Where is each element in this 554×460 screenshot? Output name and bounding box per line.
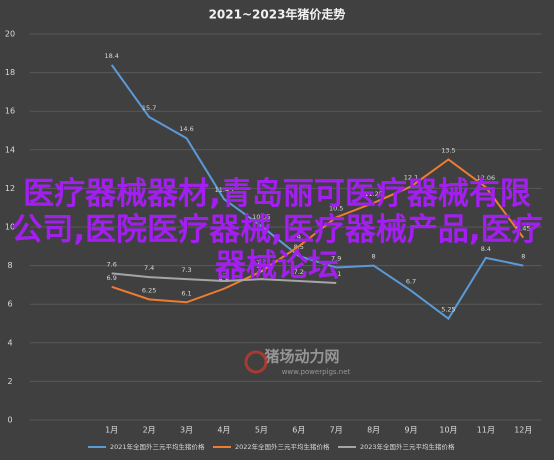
y-tick-label: 18 (5, 68, 15, 77)
legend-label: 2021年全国外三元平均生猪价格 (110, 442, 205, 451)
data-label: 11.45 (215, 186, 234, 194)
y-tick-label: 4 (7, 338, 12, 347)
y-tick-label: 6 (7, 300, 12, 309)
y-tick-label: 12 (5, 184, 15, 193)
x-tick-label: 4月 (217, 426, 230, 435)
data-label: 7.7 (256, 258, 266, 266)
x-tick-label: 2月 (143, 426, 156, 435)
series-line (111, 158, 525, 304)
logo-icon (244, 350, 268, 374)
legend-label: 2023年全国外三元平均生猪价格 (360, 442, 455, 451)
data-label: 8.4 (481, 245, 491, 253)
data-label: 14.6 (179, 125, 193, 133)
data-label: 12.06 (477, 174, 496, 182)
logo-url: www.powerpigs.net (282, 368, 351, 376)
x-tick-label: 5月 (255, 426, 268, 435)
x-tick-label: 11月 (477, 426, 495, 435)
chart-title: 2021~2023年猪价走势 (209, 7, 346, 22)
data-label: 9.45 (516, 225, 530, 233)
data-label: 11.25 (364, 190, 383, 198)
x-tick-label: 8月 (367, 426, 380, 435)
series-line (110, 64, 524, 321)
y-tick-label: 14 (5, 145, 15, 154)
y-tick-label: 20 (5, 30, 15, 39)
x-tick-label: 3月 (180, 426, 193, 435)
data-label: 12.1 (404, 173, 418, 181)
y-tick-label: 10 (5, 223, 15, 232)
x-tick-label: 6月 (292, 426, 305, 435)
data-label: 7.3 (181, 266, 191, 274)
series-line (111, 272, 337, 284)
data-label: 7.2 (219, 268, 229, 276)
y-tick-label: 0 (7, 416, 12, 425)
x-tick-label: 12月 (514, 426, 532, 435)
watermark: 医疗器械器材,青岛丽可医疗器械有限公司,医院医疗器械,医疗器械产品,医疗器械论坛 (11, 176, 543, 284)
data-label: 7.3 (256, 266, 266, 274)
data-label: 10.05 (252, 213, 271, 221)
y-tick-label: 8 (7, 261, 12, 270)
y-tick-label: 2 (7, 377, 12, 386)
logo: 猪场动力网 (263, 348, 339, 366)
data-label: 7.6 (107, 260, 117, 268)
y-tick-label: 16 (5, 107, 15, 116)
x-tick-label: 7月 (330, 426, 343, 435)
data-label: 6.9 (107, 274, 117, 282)
data-label: 7.2 (294, 268, 304, 276)
x-tick-label: 9月 (404, 426, 417, 435)
data-label: 6.8 (219, 276, 229, 284)
data-label: 8 (372, 253, 376, 261)
data-label: 5.25 (441, 306, 455, 314)
data-label: 8 (521, 253, 525, 261)
data-label: 6.1 (181, 289, 191, 297)
data-label: 7.1 (331, 270, 341, 278)
x-tick-label: 1月 (105, 426, 118, 435)
data-label: 6.7 (406, 278, 416, 286)
data-label: 18.4 (104, 52, 118, 60)
legend-label: 2022年全国外三元平均生猪价格 (235, 442, 330, 451)
x-tick-label: 10月 (439, 426, 457, 435)
data-label: 10.5 (329, 204, 343, 212)
data-label: 7.4 (144, 264, 154, 272)
data-label: 9 (297, 233, 301, 241)
data-label: 13.5 (441, 146, 455, 154)
data-label: 6.25 (142, 286, 156, 294)
data-label: 7.9 (331, 255, 341, 263)
data-label: 15.7 (142, 104, 156, 112)
